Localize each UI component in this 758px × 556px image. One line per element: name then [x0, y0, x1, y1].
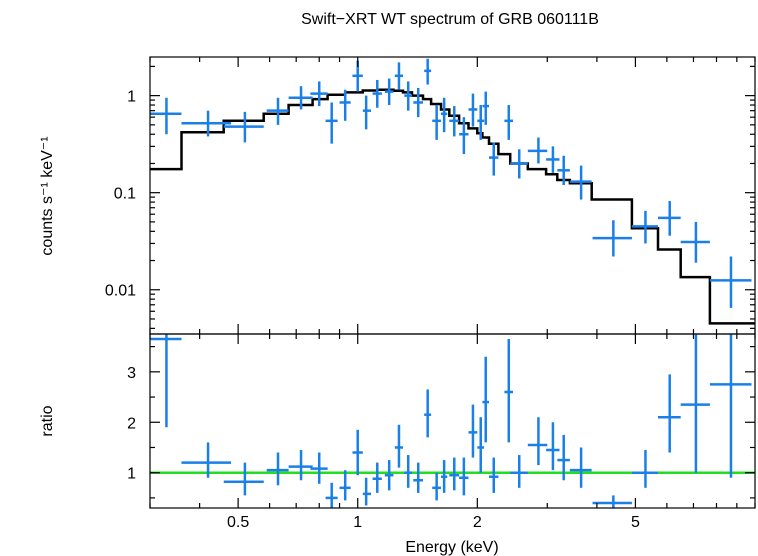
spectrum-point-26	[527, 137, 548, 164]
spectrum-y-tick-label-0: 0.01	[105, 283, 136, 300]
spectrum-point-17	[440, 97, 448, 133]
spectrum-point-5	[310, 81, 328, 107]
ratio-y-tick-label-0: 1	[127, 466, 136, 483]
spectrum-point-20	[468, 93, 478, 127]
ratio-point-10	[372, 462, 382, 493]
ratio-point-4	[288, 450, 313, 481]
chart-title: Swift−XRT WT spectrum of GRB 060111B	[301, 11, 599, 28]
x-axis-label: Energy (keV)	[405, 539, 498, 556]
spectrum-points	[150, 58, 752, 308]
ratio-point-20	[468, 404, 478, 458]
ratio-frame	[149, 333, 756, 509]
spectrum-point-15	[424, 58, 432, 85]
ratio-point-15	[424, 389, 432, 438]
spectrum-point-18	[449, 106, 460, 137]
ratio-point-32	[658, 374, 681, 453]
ratio-point-16	[432, 472, 441, 501]
spectrum-point-12	[394, 62, 403, 90]
spectrum-point-33	[680, 221, 710, 263]
spectrum-point-2	[223, 111, 264, 143]
ratio-point-17	[440, 460, 448, 493]
spectrum-point-34	[709, 256, 752, 308]
spectrum-point-14	[413, 87, 424, 118]
ratio-point-0	[150, 334, 182, 428]
ratio-ticks: 0.5 1 2 5 1 2 3	[127, 334, 756, 531]
spectrum-point-13	[404, 81, 413, 111]
x-tick-label-2: 2	[473, 514, 482, 531]
ratio-y-tick-label-1: 2	[127, 415, 136, 432]
ratio-points	[150, 334, 752, 508]
spectrum-point-24	[504, 105, 514, 140]
ratio-point-2	[223, 462, 264, 496]
spectrum-y-tick-label-2: 1	[127, 89, 136, 106]
spectrum-point-11	[384, 78, 394, 106]
ratio-point-21	[477, 417, 485, 473]
ratio-point-1	[181, 442, 232, 478]
ratio-point-13	[404, 455, 413, 488]
spectrum-point-16	[432, 105, 441, 140]
ratio-point-19	[459, 457, 469, 496]
ratio-panel: 0.5 1 2 5 1 2 3 ratio Energy (keV)	[39, 333, 756, 556]
ratio-point-6	[325, 482, 338, 508]
spectrum-point-9	[362, 95, 372, 130]
spectrum-point-23	[488, 142, 499, 176]
spectrum-point-30	[592, 220, 632, 257]
ratio-point-5	[310, 452, 328, 484]
spectrum-point-10	[372, 79, 382, 108]
spectrum-y-axis-label: counts s⁻¹ keV⁻¹	[39, 136, 56, 255]
spectrum-ticks: 0.01 0.1 1	[105, 57, 756, 334]
ratio-y-axis-label: ratio	[39, 405, 56, 436]
ratio-point-9	[362, 477, 372, 506]
ratio-point-11	[384, 460, 394, 491]
spectrum-point-21	[477, 105, 485, 140]
ratio-point-34	[709, 334, 752, 478]
x-tick-label-1: 1	[353, 514, 362, 531]
spectrum-point-4	[288, 86, 313, 110]
ratio-point-3	[266, 452, 289, 486]
spectrum-point-31	[631, 210, 659, 244]
spectrum-point-3	[266, 97, 289, 125]
ratio-point-18	[449, 457, 460, 491]
spectrum-point-1	[181, 110, 232, 137]
ratio-point-30	[592, 495, 632, 508]
ratio-point-8	[352, 429, 363, 476]
ratio-y-tick-label-2: 3	[127, 365, 136, 382]
spectrum-point-22	[482, 91, 489, 125]
ratio-point-33	[680, 334, 710, 473]
spectrum-point-32	[658, 201, 681, 236]
ratio-point-31	[631, 450, 659, 488]
spectrum-y-tick-label-1: 0.1	[114, 186, 136, 203]
ratio-point-22	[482, 356, 489, 443]
spectrum-point-0	[150, 97, 182, 135]
ratio-point-12	[394, 424, 403, 468]
spectrum-point-29	[569, 165, 592, 200]
spectrum-panel: Swift−XRT WT spectrum of GRB 060111B 0.0…	[39, 11, 756, 335]
spectrum-point-19	[459, 117, 469, 155]
ratio-point-23	[488, 457, 499, 493]
x-tick-label-3: 5	[631, 514, 640, 531]
x-tick-label-0: 0.5	[227, 514, 249, 531]
spectrum-point-6	[325, 102, 338, 144]
ratio-point-14	[413, 462, 424, 493]
model-curve-group	[150, 88, 755, 325]
ratio-point-26	[527, 417, 548, 466]
ratio-point-28	[557, 434, 570, 481]
ratio-point-7	[339, 470, 351, 501]
ratio-point-29	[569, 447, 592, 488]
spectrum-point-28	[557, 155, 570, 186]
ratio-point-25	[510, 455, 528, 488]
spectrum-point-7	[339, 89, 351, 121]
ratio-point-27	[546, 422, 560, 471]
spectrum-frame	[149, 56, 756, 335]
spectrum-point-27	[546, 146, 560, 173]
spectrum-point-25	[510, 149, 528, 179]
ratio-point-24	[504, 339, 514, 443]
model-curve	[150, 88, 755, 325]
